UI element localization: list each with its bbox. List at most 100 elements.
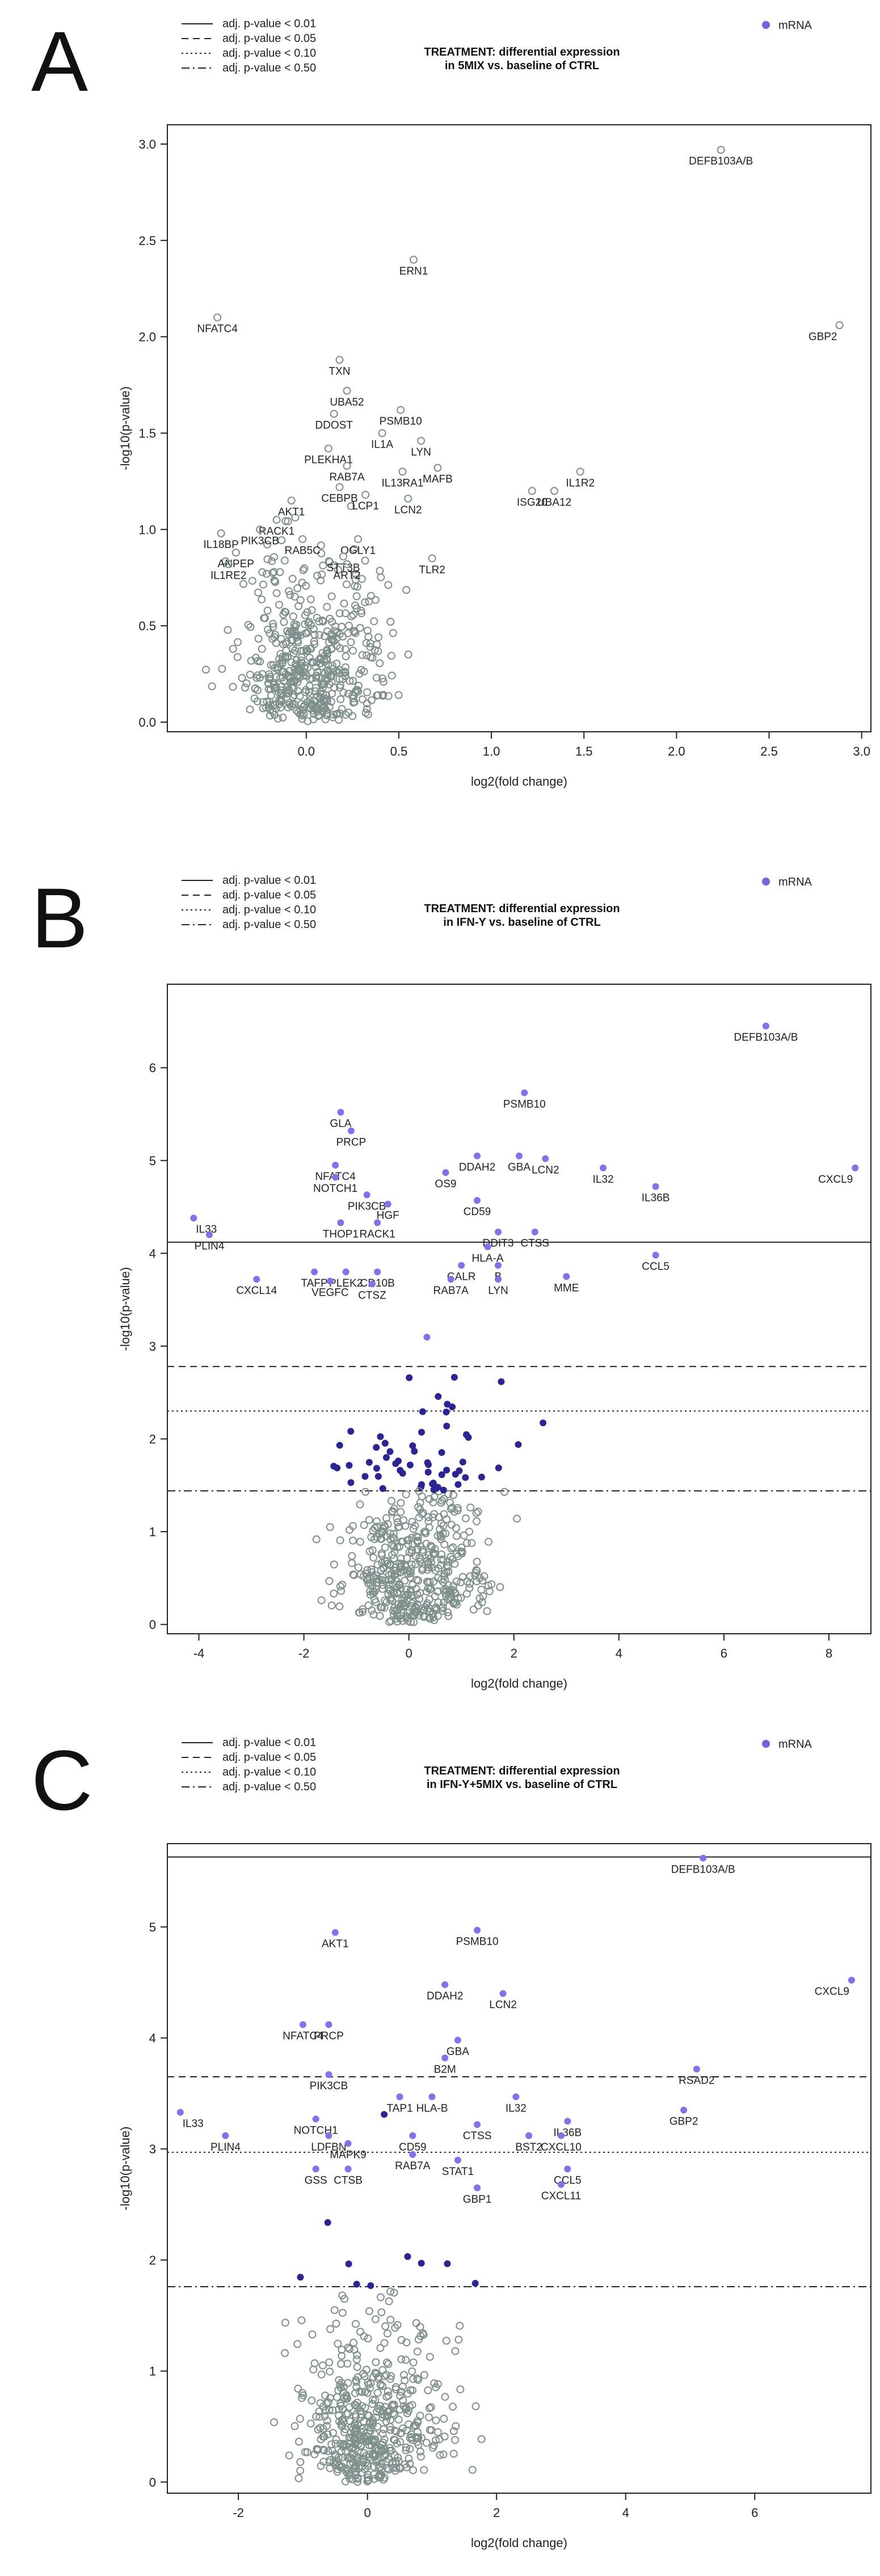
- data-point: [309, 2366, 318, 2374]
- data-point: [408, 2401, 416, 2409]
- data-point: [513, 1515, 521, 1523]
- data-point: [328, 2447, 336, 2455]
- gene-label: CCL5: [642, 1261, 670, 1273]
- data-point: [293, 678, 302, 686]
- data-point: [295, 667, 304, 676]
- gene-label: NOTCH1: [313, 1183, 357, 1195]
- data-point: [420, 2371, 428, 2379]
- data-point: [368, 2400, 377, 2408]
- data-point: [258, 644, 266, 653]
- data-point: [380, 1604, 389, 1612]
- gene-label: CTSB: [334, 2174, 363, 2186]
- gene-label: PIK3CB: [348, 1200, 386, 1212]
- data-point: [316, 655, 325, 664]
- data-point: [450, 1507, 458, 1516]
- data-point: [355, 669, 364, 678]
- gene-label: IL36B: [642, 1192, 670, 1204]
- labeled-point: [494, 1276, 502, 1283]
- data-point: [471, 2280, 479, 2287]
- data-point: [372, 673, 381, 682]
- gene-label: ANPEP: [218, 558, 254, 570]
- x-tick-label: 0.0: [297, 744, 315, 758]
- data-point: [471, 2402, 480, 2410]
- data-point: [381, 2111, 388, 2118]
- data-point: [449, 2427, 458, 2435]
- data-point: [381, 1543, 389, 1551]
- labeled-point: [454, 2037, 461, 2044]
- data-point: [353, 2363, 361, 2371]
- data-point: [349, 677, 357, 685]
- data-point: [390, 2435, 398, 2444]
- data-point: [353, 2473, 362, 2482]
- gene-label: CD59: [464, 1206, 491, 1218]
- data-point: [389, 629, 397, 637]
- labeled-point: [344, 2140, 352, 2147]
- data-point: [377, 1603, 385, 1612]
- data-point: [327, 1601, 336, 1610]
- y-tick-label: 1.5: [138, 426, 156, 440]
- labeled-point: [397, 406, 405, 414]
- data-point: [396, 2392, 405, 2400]
- data-point: [312, 2412, 321, 2421]
- gene-label: DEFB103A/B: [689, 155, 753, 167]
- data-point: [332, 634, 341, 642]
- data-point: [314, 2425, 322, 2434]
- data-point: [403, 2426, 411, 2435]
- data-point: [289, 684, 298, 693]
- y-tick-label: 4: [149, 1246, 156, 1260]
- data-point: [352, 2452, 361, 2460]
- data-point: [323, 627, 331, 635]
- data-point: [385, 2465, 393, 2474]
- data-point: [373, 1465, 380, 1472]
- data-point: [430, 1479, 437, 1487]
- data-point: [442, 2337, 450, 2345]
- x-tick-label: 2: [511, 1646, 517, 1660]
- data-point: [457, 1544, 466, 1552]
- gene-label: NFATC4: [283, 2030, 323, 2042]
- labeled-point: [447, 1276, 454, 1283]
- data-point: [437, 1519, 445, 1528]
- data-point: [368, 1606, 376, 1614]
- gene-label: RAB7A: [433, 1285, 469, 1297]
- data-point: [402, 2443, 410, 2452]
- labeled-point: [473, 1152, 481, 1160]
- gene-label: PSMB10: [380, 416, 422, 428]
- data-point: [419, 2330, 428, 2339]
- data-point: [364, 633, 373, 641]
- data-point: [443, 1409, 450, 1416]
- data-point: [395, 1581, 403, 1590]
- data-point: [463, 1539, 471, 1548]
- data-point: [360, 667, 368, 676]
- labeled-point: [298, 535, 307, 543]
- labeled-point: [693, 2065, 700, 2073]
- data-point: [349, 610, 357, 619]
- gene-label: LYN: [488, 1285, 508, 1297]
- data-point: [409, 2466, 417, 2474]
- data-point: [308, 700, 316, 709]
- labeled-point: [311, 1268, 318, 1276]
- x-tick-label: 3.0: [853, 744, 870, 758]
- data-point: [276, 703, 285, 712]
- data-point: [377, 2459, 386, 2468]
- gene-label: OGLY1: [340, 545, 376, 556]
- data-point: [315, 617, 323, 626]
- labeled-point: [550, 487, 558, 495]
- data-point: [393, 1577, 401, 1586]
- data-point: [472, 1566, 481, 1574]
- data-point: [422, 1529, 430, 1537]
- data-point: [332, 659, 341, 668]
- data-point: [330, 1590, 338, 1598]
- data-point: [409, 2375, 418, 2383]
- data-point: [323, 711, 331, 719]
- legend-label-2: adj. p-value < 0.05: [222, 889, 316, 901]
- y-axis-title: -log10(p-value): [118, 386, 132, 470]
- data-point: [325, 2406, 334, 2414]
- data-point: [440, 1495, 448, 1503]
- data-point: [310, 2359, 319, 2368]
- labeled-point: [256, 525, 264, 534]
- y-tick-label: 4: [149, 2031, 156, 2046]
- data-point: [297, 2274, 304, 2281]
- data-point: [443, 1515, 451, 1524]
- data-point: [397, 2355, 406, 2363]
- mrna-legend-dot: [762, 1740, 770, 1748]
